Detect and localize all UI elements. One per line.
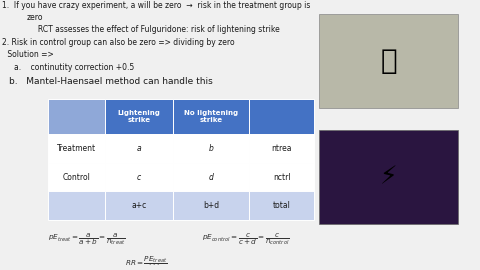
- Bar: [249, 134, 314, 163]
- Text: No lightening
strike: No lightening strike: [184, 110, 238, 123]
- Text: ⚡: ⚡: [380, 165, 397, 189]
- Text: b.   Mantel-Haensael method can handle this: b. Mantel-Haensael method can handle thi…: [9, 77, 212, 86]
- Text: Control: Control: [63, 173, 91, 182]
- Text: a: a: [137, 144, 142, 153]
- Text: total: total: [273, 201, 291, 210]
- Bar: [249, 191, 314, 220]
- Text: Lightening
strike: Lightening strike: [118, 110, 161, 123]
- Text: a+c: a+c: [132, 201, 147, 210]
- Text: 🪨: 🪨: [381, 47, 397, 75]
- Text: RCT assesses the effect of Fulguridone: risk of lightening strike: RCT assesses the effect of Fulguridone: …: [26, 25, 280, 34]
- Bar: [249, 99, 314, 134]
- Bar: [48, 191, 105, 220]
- Bar: [105, 134, 173, 163]
- Text: Solution =>: Solution =>: [5, 50, 54, 59]
- Bar: [249, 163, 314, 191]
- Text: b: b: [209, 144, 214, 153]
- Text: Treatment: Treatment: [57, 144, 96, 153]
- Text: a.    continutity correction +0.5: a. continutity correction +0.5: [14, 63, 135, 72]
- Bar: [48, 163, 105, 191]
- Text: $\mathit{p}\mathit{E}_{treat} = \dfrac{a}{a+b} = \dfrac{a}{n_{treat}}$: $\mathit{p}\mathit{E}_{treat} = \dfrac{a…: [48, 231, 125, 247]
- Text: b+d: b+d: [203, 201, 219, 210]
- Bar: [48, 134, 105, 163]
- Bar: [48, 99, 105, 134]
- Text: zero: zero: [26, 14, 43, 22]
- Bar: [173, 99, 249, 134]
- Bar: [319, 130, 458, 224]
- Text: ntrea: ntrea: [272, 144, 292, 153]
- Text: nctrl: nctrl: [273, 173, 290, 182]
- Text: d: d: [209, 173, 214, 182]
- Bar: [173, 134, 249, 163]
- Bar: [105, 191, 173, 220]
- Bar: [105, 99, 173, 134]
- Text: c: c: [137, 173, 142, 182]
- Text: $RR = \dfrac{PE_{treat}}{...}$: $RR = \dfrac{PE_{treat}}{...}$: [125, 255, 167, 268]
- Bar: [105, 163, 173, 191]
- Bar: [173, 163, 249, 191]
- Bar: [319, 14, 458, 108]
- Bar: [173, 191, 249, 220]
- Text: 1.  If you have crazy experiment, a will be zero  →  risk in the treatment group: 1. If you have crazy experiment, a will …: [2, 1, 311, 10]
- Text: $\mathit{p}\mathit{E}_{control} = \dfrac{c}{c+d} = \dfrac{c}{n_{control}}$: $\mathit{p}\mathit{E}_{control} = \dfrac…: [202, 231, 289, 247]
- Text: 2. Risk in control group can also be zero => dividing by zero: 2. Risk in control group can also be zer…: [2, 38, 235, 47]
